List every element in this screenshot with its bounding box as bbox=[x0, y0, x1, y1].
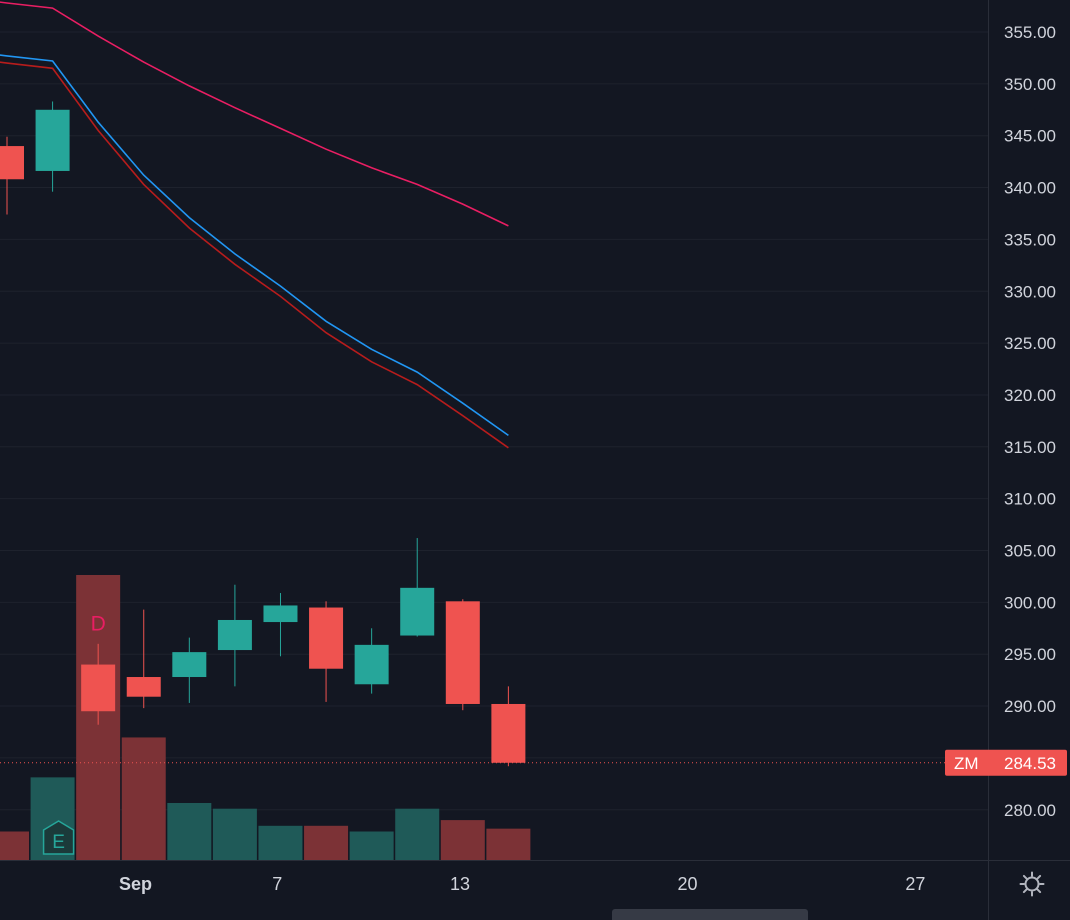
candle-body bbox=[400, 587, 435, 636]
candle bbox=[400, 538, 435, 637]
earnings-marker-label: E bbox=[52, 832, 65, 853]
candle-body bbox=[35, 109, 70, 171]
candle bbox=[263, 593, 298, 657]
candle bbox=[309, 601, 344, 702]
candle-body bbox=[126, 677, 161, 697]
candle-body bbox=[491, 703, 526, 763]
candle bbox=[0, 136, 24, 215]
candle bbox=[81, 643, 116, 725]
volume-bar bbox=[121, 737, 166, 860]
time-tick-label: 27 bbox=[905, 874, 925, 894]
price-tick-label: 345.00 bbox=[1004, 127, 1056, 146]
time-axis[interactable]: Sep 7 13 20 27 bbox=[119, 874, 925, 894]
earnings-marker: E bbox=[42, 820, 75, 855]
moving-average-lines bbox=[0, 1, 509, 449]
last-price-value: 284.53 bbox=[1004, 754, 1056, 773]
price-tick-label: 350.00 bbox=[1004, 75, 1056, 94]
volume-bar bbox=[212, 808, 257, 860]
candle bbox=[172, 637, 207, 703]
earnings-marker-shape bbox=[42, 820, 75, 855]
dividend-marker: D bbox=[91, 612, 106, 635]
price-tick-label: 290.00 bbox=[1004, 697, 1056, 716]
candle bbox=[491, 686, 526, 767]
price-tick-label: 325.00 bbox=[1004, 334, 1056, 353]
volume-bar bbox=[304, 825, 349, 860]
price-tick-label: 355.00 bbox=[1004, 23, 1056, 42]
volume-bar bbox=[349, 831, 394, 860]
candle bbox=[354, 628, 389, 694]
candle-body bbox=[0, 146, 24, 180]
price-tick-label: 295.00 bbox=[1004, 645, 1056, 664]
time-tick-label: 20 bbox=[677, 874, 697, 894]
candle-body bbox=[81, 664, 116, 712]
last-price-badge: ZM 284.53 bbox=[945, 749, 1067, 776]
time-tick-label: 7 bbox=[272, 874, 282, 894]
candle-body bbox=[445, 601, 480, 704]
time-tick-label: 13 bbox=[450, 874, 470, 894]
candlesticks bbox=[0, 101, 526, 767]
price-tick-label: 320.00 bbox=[1004, 386, 1056, 405]
volume-bar bbox=[486, 828, 531, 860]
candle-body bbox=[309, 607, 344, 669]
candle bbox=[445, 599, 480, 711]
price-axis[interactable]: 355.00 350.00 345.00 340.00 335.00 330.00 325.… bbox=[1004, 23, 1056, 820]
candle bbox=[126, 609, 161, 709]
time-tick-label: Sep bbox=[119, 874, 152, 894]
volume-bar bbox=[0, 831, 29, 860]
price-tick-label: 315.00 bbox=[1004, 438, 1056, 457]
last-price-badge-bg bbox=[945, 749, 1067, 776]
volume-bar bbox=[258, 825, 303, 860]
price-tick-label: 280.00 bbox=[1004, 801, 1056, 820]
volume-bar bbox=[440, 820, 485, 860]
chart-markers: DE bbox=[42, 612, 106, 855]
candle-body bbox=[263, 605, 298, 623]
moving-average-line bbox=[0, 61, 509, 449]
candle-body bbox=[354, 644, 389, 685]
candle bbox=[217, 584, 252, 687]
price-tick-label: 310.00 bbox=[1004, 490, 1056, 509]
candle bbox=[35, 101, 70, 192]
settings-gear-icon[interactable] bbox=[1018, 870, 1046, 898]
price-tick-label: 300.00 bbox=[1004, 593, 1056, 612]
moving-average-line bbox=[0, 54, 509, 437]
volume-bar bbox=[167, 803, 212, 860]
candle-body bbox=[172, 652, 207, 678]
ticker-symbol: ZM bbox=[954, 754, 979, 773]
price-tick-label: 305.00 bbox=[1004, 542, 1056, 561]
moving-average-line bbox=[0, 1, 509, 227]
price-tick-label: 335.00 bbox=[1004, 230, 1056, 249]
candle-body bbox=[217, 619, 252, 651]
timeline-scroll-handle[interactable] bbox=[612, 909, 808, 920]
price-tick-label: 330.00 bbox=[1004, 282, 1056, 301]
volume-bar bbox=[395, 808, 440, 860]
price-tick-label: 340.00 bbox=[1004, 179, 1056, 198]
